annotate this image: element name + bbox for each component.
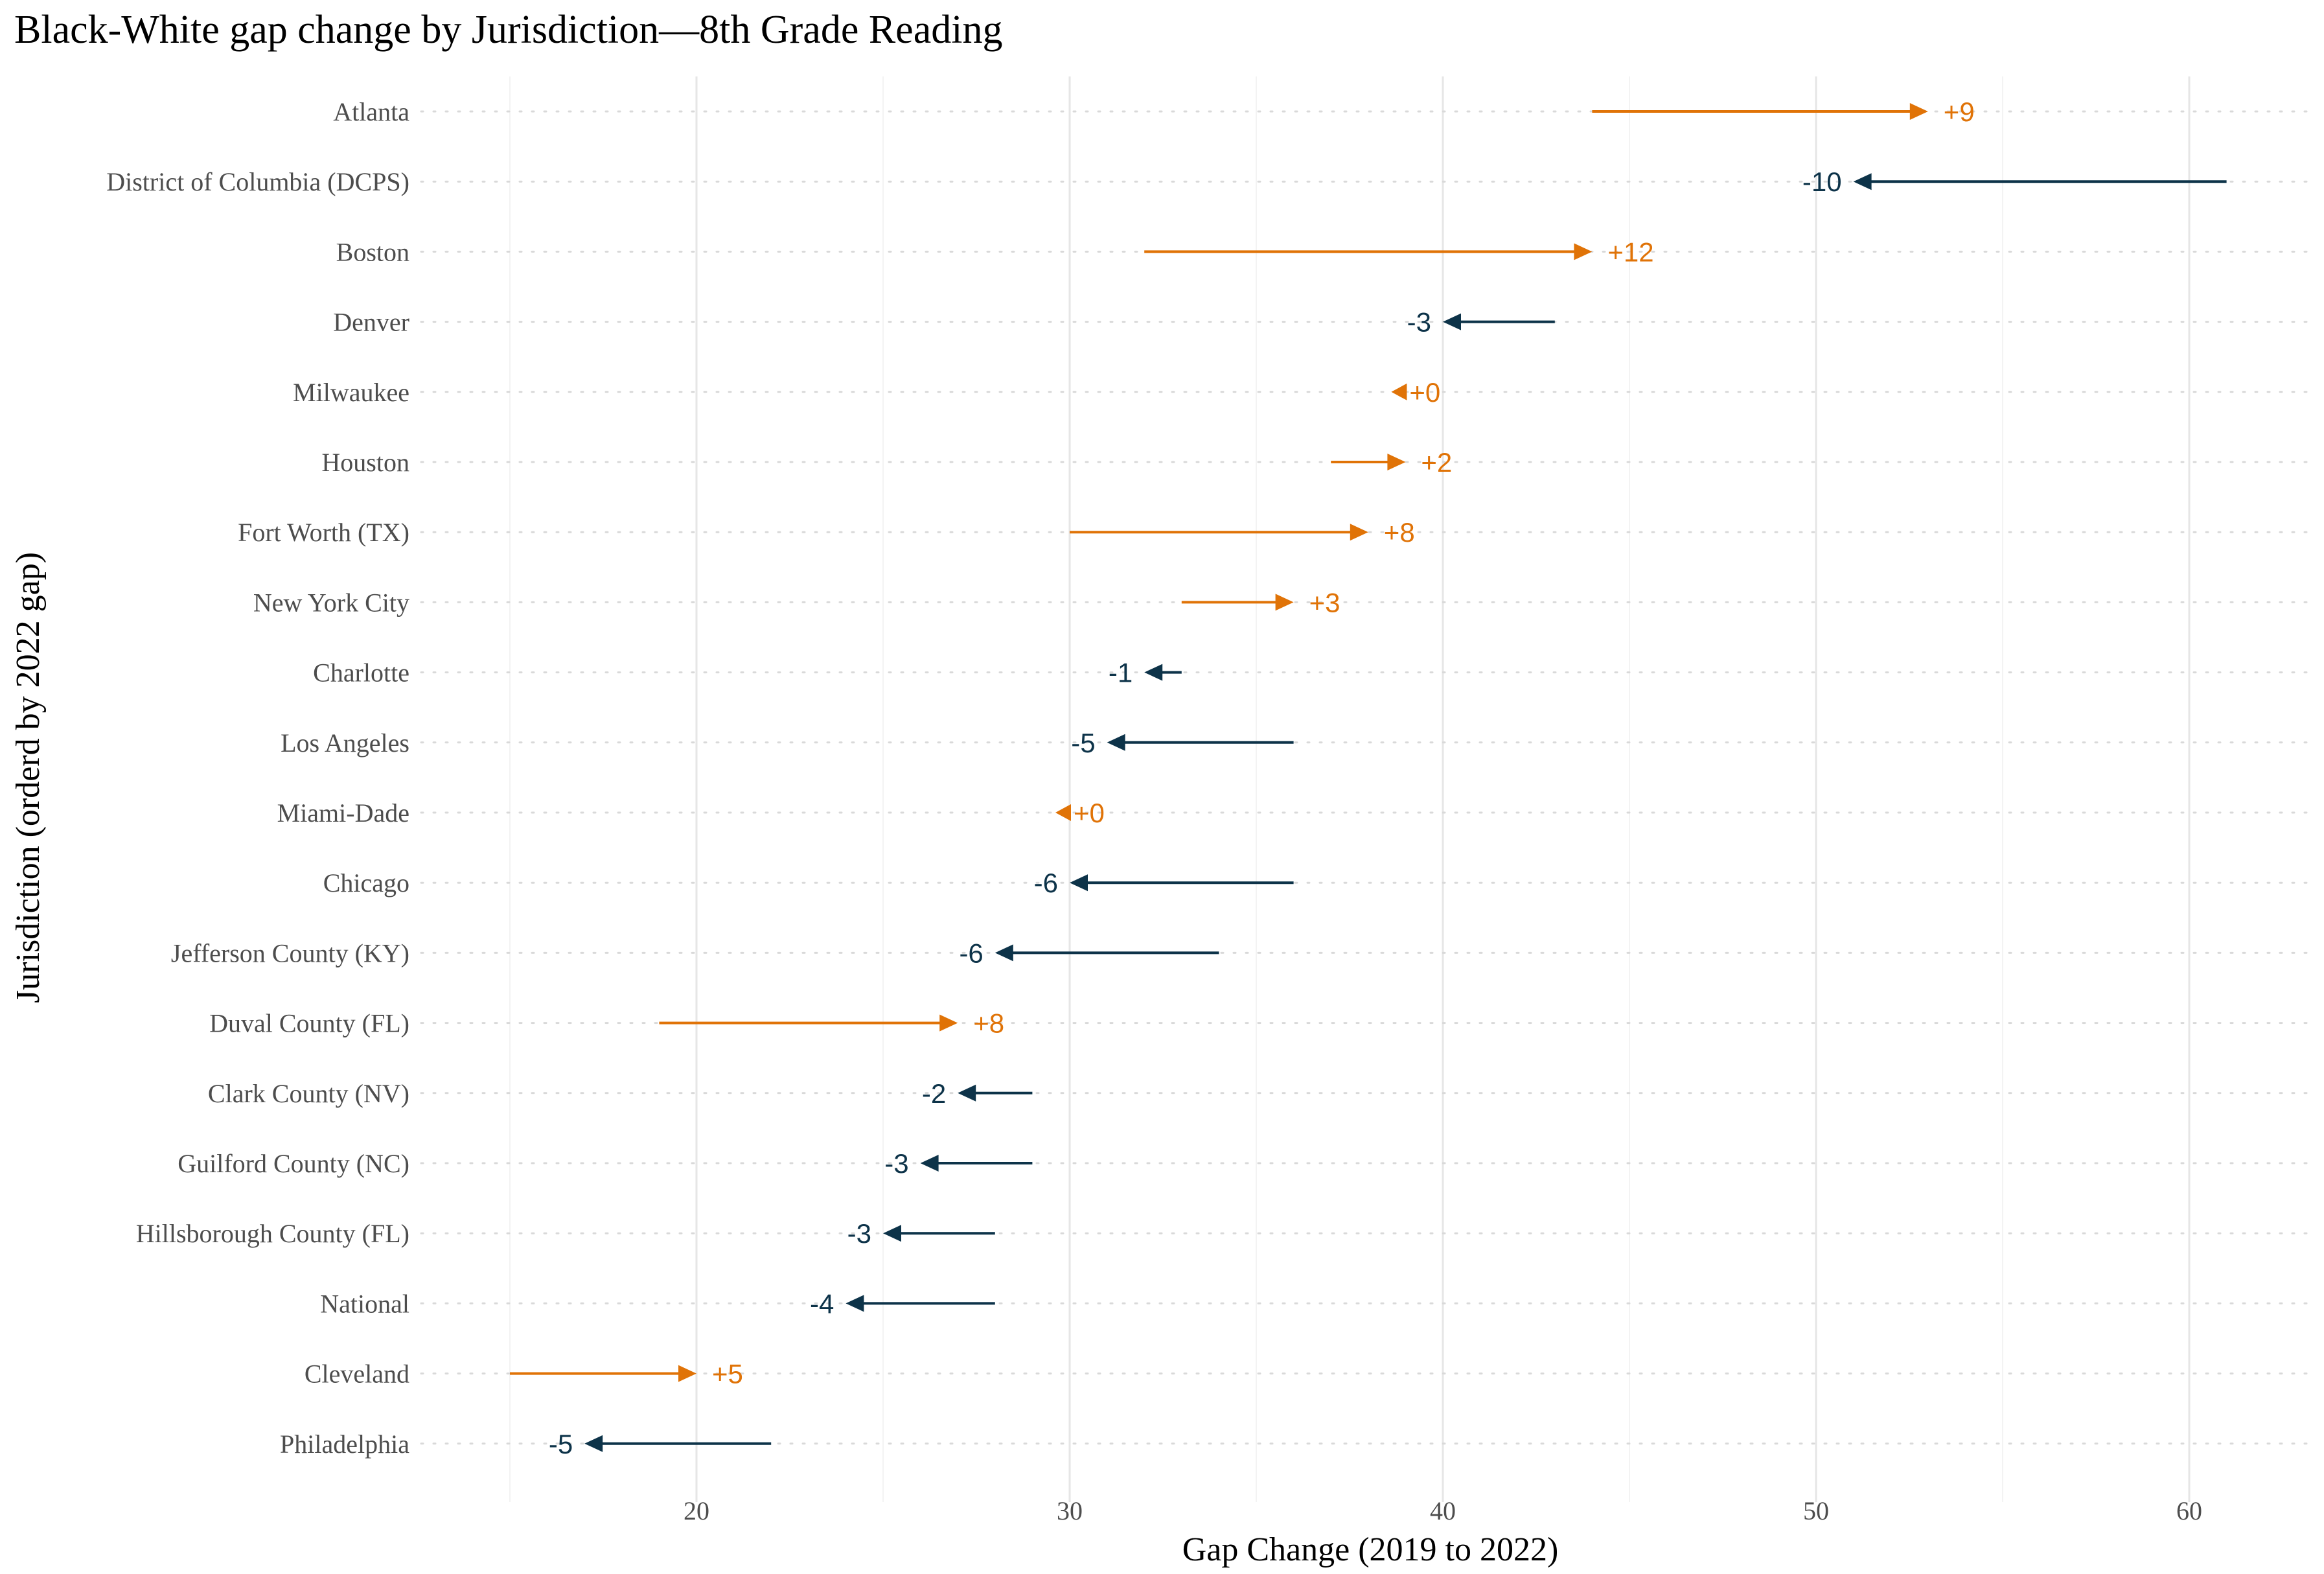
value-label: +0 <box>1409 377 1440 408</box>
value-label: +9 <box>1944 97 1975 127</box>
y-tick-label: District of Columbia (DCPS) <box>106 167 409 196</box>
x-tick-label: 30 <box>1057 1496 1083 1525</box>
arrow-mark: +2 <box>1331 447 1452 478</box>
arrow-head <box>584 1435 603 1452</box>
arrow-head <box>846 1295 864 1312</box>
value-label: +2 <box>1421 447 1452 478</box>
arrow-head <box>1055 804 1071 821</box>
x-tick-labels: 20 30 40 50 60 <box>684 1496 2202 1525</box>
arrow-head <box>678 1365 696 1382</box>
value-label: +12 <box>1607 237 1653 267</box>
arrow-head <box>920 1155 939 1172</box>
arrow-mark: +3 <box>1181 587 1340 618</box>
arrow-mark: +5 <box>510 1359 743 1389</box>
x-axis-title: Gap Change (2019 to 2022) <box>1182 1531 1559 1568</box>
value-label: +5 <box>712 1359 743 1389</box>
arrow-mark: -3 <box>1407 307 1555 338</box>
y-tick-label: Hillsborough County (FL) <box>136 1219 409 1248</box>
x-tick-label: 60 <box>2176 1496 2202 1525</box>
chart-title: Black-White gap change by Jurisdiction—8… <box>14 8 1002 52</box>
y-tick-label: Cleveland <box>305 1360 409 1389</box>
y-tick-label: Guilford County (NC) <box>178 1149 409 1178</box>
value-label: +8 <box>973 1008 1004 1039</box>
arrow-mark: +8 <box>1070 517 1415 548</box>
grid-layer <box>420 76 2316 1502</box>
y-tick-label: Los Angeles <box>281 728 409 758</box>
arrow-mark: -2 <box>922 1078 1033 1109</box>
arrow-head <box>1350 524 1368 541</box>
arrow-mark: +8 <box>659 1008 1004 1039</box>
value-label: -6 <box>959 938 983 968</box>
x-tick-label: 40 <box>1430 1496 1456 1525</box>
arrow-mark: -4 <box>810 1288 995 1319</box>
arrow-head <box>939 1014 958 1032</box>
arrow-head <box>1107 734 1125 751</box>
value-label: -3 <box>1407 307 1431 338</box>
y-tick-label: Clark County (NV) <box>208 1079 409 1108</box>
arrow-head <box>1387 454 1406 470</box>
arrow-head <box>995 944 1013 962</box>
y-tick-label: Denver <box>333 308 409 337</box>
value-label: -4 <box>810 1288 834 1319</box>
value-label: -3 <box>847 1218 871 1249</box>
y-tick-label: Boston <box>336 237 409 266</box>
arrow-mark: -10 <box>1802 167 2227 197</box>
y-tick-label: Fort Worth (TX) <box>238 518 409 547</box>
arrow-mark: +0 <box>1391 377 1440 408</box>
arrow-mark: -1 <box>1109 658 1182 688</box>
arrow-mark: -6 <box>1034 868 1294 898</box>
value-label: -5 <box>549 1429 573 1459</box>
y-tick-label: Houston <box>321 448 409 477</box>
y-tick-label: Atlanta <box>333 97 409 126</box>
arrow-head <box>1574 243 1593 260</box>
arrow-head <box>1070 874 1088 892</box>
arrow-head <box>1391 383 1407 400</box>
value-label: -3 <box>884 1148 908 1179</box>
y-tick-label: New York City <box>253 588 409 617</box>
x-tick-label: 20 <box>684 1496 709 1525</box>
mark-layer: +9 -10 +12 -3 +0 +2 +8 +3 -1 -5 +0 -6 -6 +8 -2 -3 -3 -4 +5… <box>510 97 2227 1459</box>
arrow-mark: -3 <box>884 1148 1033 1179</box>
arrow-mark: -6 <box>959 938 1219 968</box>
arrow-mark: -5 <box>1071 728 1294 758</box>
arrow-head <box>958 1084 976 1102</box>
y-tick-label: Chicago <box>323 868 409 897</box>
arrow-mark: +12 <box>1144 237 1654 267</box>
y-tick-label: Charlotte <box>313 658 409 688</box>
value-label: +8 <box>1384 517 1415 548</box>
arrow-mark: +0 <box>1055 798 1105 828</box>
y-tick-label: Miami-Dade <box>277 798 409 828</box>
arrow-head <box>1909 103 1928 120</box>
arrow-head <box>883 1225 901 1242</box>
y-tick-label: Milwaukee <box>293 378 409 407</box>
y-tick-label: Jefferson County (KY) <box>171 938 409 967</box>
value-label: -1 <box>1109 658 1133 688</box>
arrow-head <box>1853 173 1872 191</box>
y-tick-labels: Atlanta District of Columbia (DCPS) Boston… <box>106 97 409 1459</box>
arrow-mark: -5 <box>549 1429 772 1459</box>
value-label: +0 <box>1074 798 1105 828</box>
y-axis-title: Jurisdiction (orderd by 2022 gap) <box>10 552 47 1003</box>
value-label: -6 <box>1034 868 1058 898</box>
value-label: -2 <box>922 1078 946 1109</box>
y-tick-label: National <box>320 1289 409 1318</box>
arrow-head <box>1443 313 1461 330</box>
arrow-mark: -3 <box>847 1218 995 1249</box>
arrow-mark: +9 <box>1592 97 1975 127</box>
x-tick-label: 50 <box>1803 1496 1829 1525</box>
arrow-head <box>1275 594 1294 611</box>
value-label: +3 <box>1309 587 1340 618</box>
y-tick-label: Duval County (FL) <box>209 1009 409 1038</box>
value-label: -5 <box>1071 728 1095 758</box>
y-tick-label: Philadelphia <box>280 1429 409 1459</box>
value-label: -10 <box>1802 167 1842 197</box>
arrow-head <box>1144 664 1163 681</box>
